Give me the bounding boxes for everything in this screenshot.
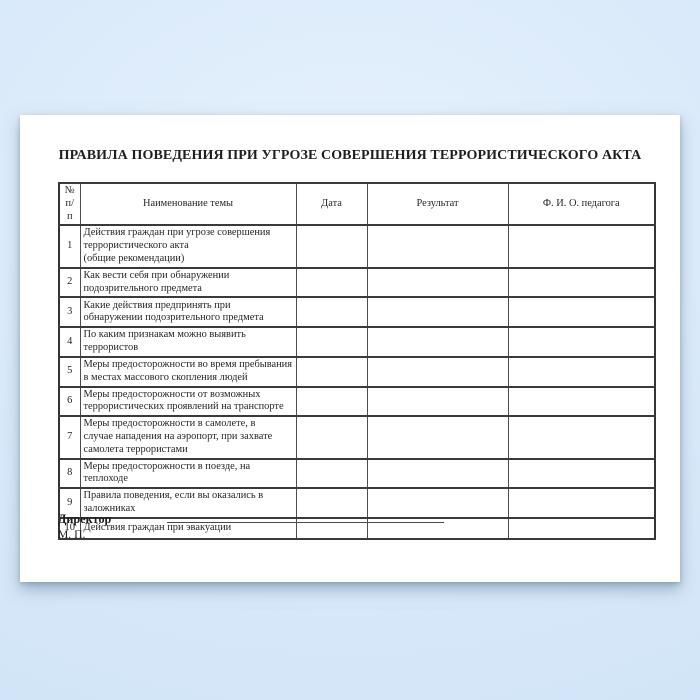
row-result <box>366 266 509 299</box>
row-teacher <box>507 415 656 460</box>
row-date <box>295 415 368 460</box>
row-result <box>366 224 509 269</box>
table-row: 8 Меры предосторожности в поезде, на теп… <box>58 457 656 490</box>
header-topic: Наименование темы <box>79 181 297 227</box>
row-num: 7 <box>58 415 81 460</box>
director-row: Директор <box>58 511 638 526</box>
row-num: 4 <box>58 326 81 358</box>
row-date <box>295 385 368 418</box>
row-teacher <box>507 326 656 358</box>
document-title: ПРАВИЛА ПОВЕДЕНИЯ ПРИ УГРОЗЕ СОВЕРШЕНИЯ … <box>58 148 642 163</box>
row-date <box>295 457 368 490</box>
row-date <box>295 487 368 519</box>
row-teacher <box>507 385 656 418</box>
row-teacher <box>507 266 656 299</box>
table-row: 10 Действия граждан при эвакуации <box>58 516 656 540</box>
document-footer: Директор М. П. <box>58 511 638 541</box>
header-result: Результат <box>366 181 509 227</box>
header-num: № п/п <box>58 181 81 227</box>
stamp-label: М. П. <box>58 528 86 541</box>
signature-line <box>167 511 445 523</box>
row-teacher <box>507 296 656 329</box>
row-result <box>366 355 509 388</box>
row-teacher <box>507 224 656 269</box>
row-teacher <box>507 487 656 519</box>
row-topic: Как вести себя при обнаружении подозрите… <box>79 266 297 299</box>
row-num: 1 <box>58 224 81 269</box>
row-num: 5 <box>58 355 81 388</box>
row-date <box>295 296 368 329</box>
row-topic: По каким признакам можно выявить террори… <box>79 326 297 358</box>
row-topic: Меры предосторожности в самолете, в случ… <box>79 415 297 460</box>
row-result <box>366 296 509 329</box>
row-topic: Правила поведения, если вы оказались в з… <box>79 487 297 519</box>
table-row: 1 Действия граждан при угрозе совершения… <box>58 224 656 269</box>
row-date <box>295 355 368 388</box>
row-topic: Меры предосторожности от возможных терро… <box>79 385 297 418</box>
row-date <box>295 266 368 299</box>
row-topic: Действия граждан при угрозе совершения т… <box>79 224 297 269</box>
row-teacher <box>507 516 656 540</box>
table-row: 5 Меры предосторожности во время пребыва… <box>58 355 656 388</box>
row-result <box>366 326 509 358</box>
table-row: 2 Как вести себя при обнаружении подозри… <box>58 266 656 299</box>
row-topic: Какие действия предпринять при обнаружен… <box>79 296 297 329</box>
row-teacher <box>507 457 656 490</box>
table-row: 7 Меры предосторожности в самолете, в сл… <box>58 415 656 460</box>
row-num: 3 <box>58 296 81 329</box>
row-topic: Меры предосторожности во время пребывани… <box>79 355 297 388</box>
row-result <box>366 487 509 519</box>
document-sheet: ПРАВИЛА ПОВЕДЕНИЯ ПРИ УГРОЗЕ СОВЕРШЕНИЯ … <box>20 115 680 582</box>
row-date <box>295 224 368 269</box>
row-num: 8 <box>58 457 81 490</box>
row-result <box>366 385 509 418</box>
header-teacher: Ф. И. О. педагога <box>507 181 656 227</box>
row-result <box>366 457 509 490</box>
row-date <box>295 326 368 358</box>
table-row: 3 Какие действия предпринять при обнаруж… <box>58 296 656 329</box>
row-teacher <box>507 355 656 388</box>
table-row: 4 По каким признакам можно выявить терро… <box>58 326 656 358</box>
table-header-row: № п/п Наименование темы Дата Результат Ф… <box>58 181 656 227</box>
row-num: 6 <box>58 385 81 418</box>
director-label: Директор <box>58 512 112 526</box>
row-result <box>366 415 509 460</box>
row-topic: Меры предосторожности в поезде, на тепло… <box>79 457 297 490</box>
table-row: 6 Меры предосторожности от возможных тер… <box>58 385 656 418</box>
header-date: Дата <box>295 181 368 227</box>
row-num: 2 <box>58 266 81 299</box>
briefing-schedule-table: № п/п Наименование темы Дата Результат Ф… <box>58 181 656 540</box>
row-num: 10 <box>58 516 81 540</box>
table-row: 9 Правила поведения, если вы оказались в… <box>58 487 656 519</box>
